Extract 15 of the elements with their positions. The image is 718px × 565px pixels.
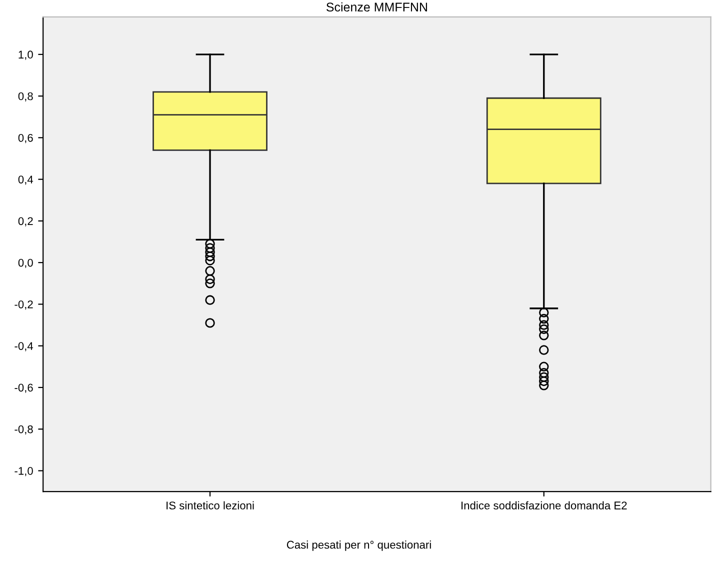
- x-tick-label: IS sintetico lezioni: [166, 501, 254, 510]
- y-tick-label: 0,0: [18, 258, 33, 268]
- y-tick-label: 0,6: [18, 134, 33, 144]
- y-tick-label: -1,0: [14, 467, 33, 476]
- y-tick-label: 0,4: [18, 176, 34, 185]
- text: Casi pesati per n° questionari: [286, 540, 431, 551]
- y-tick-label: -0,8: [14, 425, 33, 435]
- y-tick-label: 1,0: [18, 50, 33, 60]
- y-tick-label: 0,8: [18, 92, 33, 102]
- y-tick-label: -0,6: [14, 384, 33, 393]
- y-tick-label: -0,2: [14, 300, 33, 310]
- y-tick-label: 0,2: [18, 217, 33, 226]
- chart-title: Scienze MMFFNN: [326, 2, 427, 12]
- y-tick-label: -0,4: [14, 342, 34, 352]
- x-tick-label: Indice soddisfazione domanda E2: [462, 501, 627, 510]
